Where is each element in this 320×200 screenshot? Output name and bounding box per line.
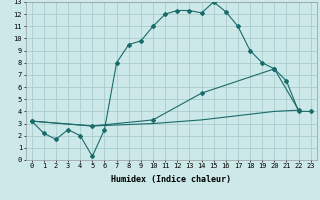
X-axis label: Humidex (Indice chaleur): Humidex (Indice chaleur) [111,175,231,184]
